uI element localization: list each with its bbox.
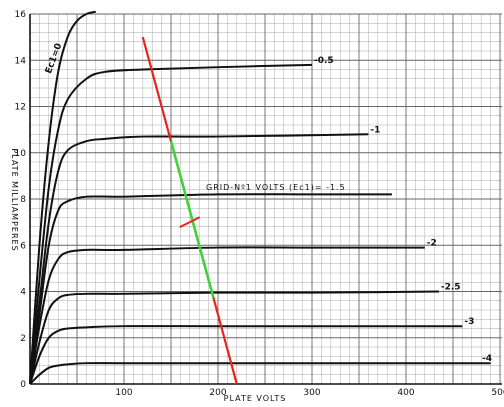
curve--2.5 [29,290,439,385]
y-tick-label: 12 [15,103,26,113]
curve--4 [29,362,491,385]
curve--1.5 [29,193,392,385]
operating-point-marker [179,216,201,229]
signal-swing-segment [169,140,215,298]
y-tick-label: 14 [15,56,27,66]
y-tick-label: 6 [20,241,26,251]
curve--2 [29,246,425,385]
curve--0.5 [29,63,313,385]
overlays [141,36,238,385]
curve-label--1: -1 [370,125,380,135]
curve--3 [29,325,463,385]
curve-label--4: -4 [482,354,492,364]
x-tick-label: 200 [209,388,226,398]
curve-label--0.5: -0.5 [314,56,334,66]
y-tick-label: 0 [20,380,26,390]
x-tick-label: 500 [491,388,504,398]
y-tick-label: 2 [20,334,26,344]
curve-label--2.5: -2.5 [441,283,461,293]
x-axis-label: PLATE VOLTS [224,394,287,403]
grid-voltage-annotation: GRID-Nº1 VOLTS (Ec1)= -1.5 [206,183,346,192]
y-axis-label: PLATE MILLIAMPERES [10,148,19,251]
curve--1 [29,133,369,385]
tick-labels: 100 200 300 400 500 0 2 4 6 8 10 12 14 16 [15,10,504,398]
curve-label--3: -3 [464,317,474,327]
x-tick-label: 400 [397,388,414,398]
y-tick-label: 4 [20,288,26,298]
y-tick-label: 8 [20,195,26,205]
x-tick-label: 100 [115,388,132,398]
x-tick-label: 300 [303,388,320,398]
curve-label--2: -2 [427,239,437,249]
y-tick-label: 10 [15,149,27,159]
curve-Ec1=0 [29,10,97,385]
y-tick-label: 16 [15,10,27,20]
curves [29,10,491,385]
axes [29,14,502,385]
